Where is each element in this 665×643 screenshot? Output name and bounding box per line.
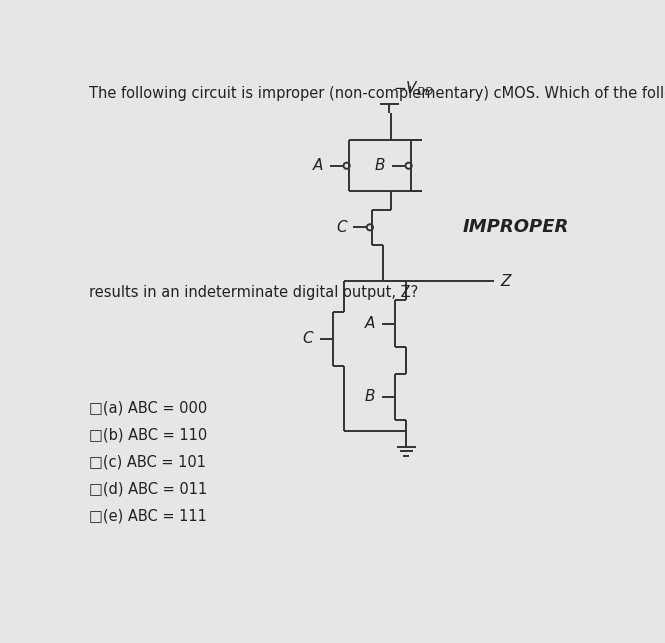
Text: results in an indeterminate digital output, Z?: results in an indeterminate digital outp… [89,285,418,300]
Text: □(e) ABC = 111: □(e) ABC = 111 [89,509,207,523]
Text: B: B [375,158,386,173]
Text: $-V_{DD}$: $-V_{DD}$ [393,79,434,98]
Text: □(c) ABC = 101: □(c) ABC = 101 [89,455,206,469]
Text: A: A [313,158,323,173]
Text: C: C [336,220,346,235]
Text: C: C [303,331,313,347]
Text: Z: Z [500,274,511,289]
Text: □(d) ABC = 011: □(d) ABC = 011 [89,482,207,496]
Text: A: A [365,316,375,331]
Text: IMPROPER: IMPROPER [463,219,569,237]
Text: The following circuit is improper (non-complementary) cMOS. Which of the followi: The following circuit is improper (non-c… [89,86,665,102]
Text: B: B [365,389,375,404]
Text: □(a) ABC = 000: □(a) ABC = 000 [89,401,207,416]
Text: □(b) ABC = 110: □(b) ABC = 110 [89,428,207,443]
